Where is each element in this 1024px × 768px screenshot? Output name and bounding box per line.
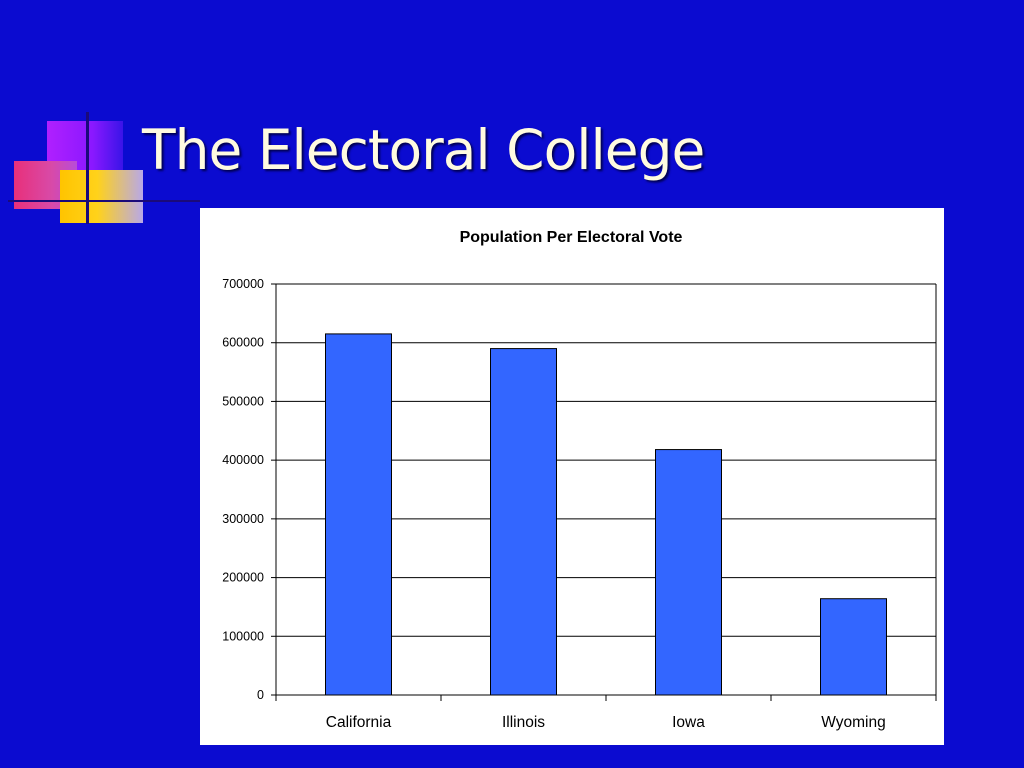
y-tick-label: 400000 [222,453,264,467]
slide-title: The Electoral College [142,118,705,182]
yellow-square [60,170,143,223]
y-tick-label: 200000 [222,571,264,585]
bar [820,598,887,696]
x-tick-label: California [326,714,392,731]
chart-title: Population Per Electoral Vote [460,229,683,246]
y-tick-label: 0 [257,688,264,702]
bar [490,348,557,696]
y-tick-label: 100000 [222,629,264,643]
x-tick-label: Iowa [672,714,705,731]
y-tick-label: 600000 [222,336,264,350]
chart-panel: Population Per Electoral Vote 0 100000 200… [200,208,944,745]
x-tick-label: Wyoming [821,714,885,731]
bar [655,449,722,696]
bar [325,333,392,696]
title-rule [140,200,200,202]
horizontal-rule [8,200,148,202]
x-tick-label: Illinois [502,714,545,731]
bar-chart: Population Per Electoral Vote 0 100000 200… [222,229,937,731]
vertical-rule [86,112,89,224]
y-tick-label: 700000 [222,277,264,291]
y-tick-label: 300000 [222,512,264,526]
y-tick-label: 500000 [222,394,264,408]
decorative-squares [0,0,160,240]
